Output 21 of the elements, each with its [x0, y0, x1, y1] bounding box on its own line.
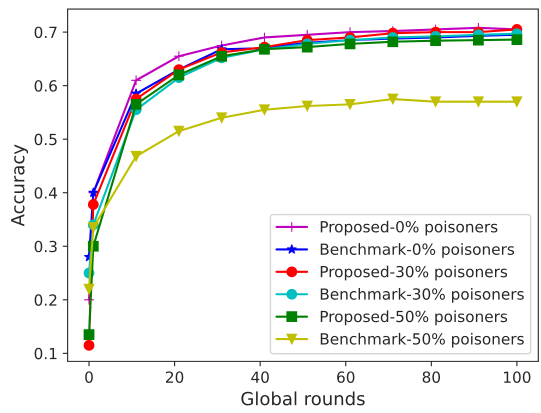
legend-label: Proposed-0% poisoners [320, 220, 498, 236]
x-tick-label: 40 [251, 371, 269, 383]
x-axis-title: Global rounds [241, 391, 365, 406]
y-tick-label: 0.1 [34, 348, 56, 360]
y-tick-label: 0.6 [34, 80, 57, 92]
y-tick-label: 0.2 [34, 294, 56, 306]
y-tick-label: 0.4 [34, 187, 58, 199]
legend-label: Benchmark-30% poisoners [320, 288, 524, 303]
legend-label: Benchmark-50% poisoners [320, 332, 524, 348]
x-tick-label: 0 [85, 371, 93, 383]
legend-label: Proposed-50% poisoners [320, 310, 508, 326]
x-tick-label: 100 [504, 371, 530, 383]
y-tick-label: 0.7 [34, 26, 57, 38]
x-tick-label: 20 [166, 371, 184, 383]
y-axis-title: Accuracy [11, 144, 28, 226]
x-tick-label: 80 [422, 371, 440, 383]
y-tick-label: 0.3 [34, 240, 57, 252]
legend-label: Proposed-30% poisoners [320, 266, 508, 280]
x-tick-label: 60 [337, 371, 354, 383]
y-tick-label: 0.5 [34, 134, 57, 146]
legend-label: Benchmark-0% poisoners [320, 243, 514, 258]
